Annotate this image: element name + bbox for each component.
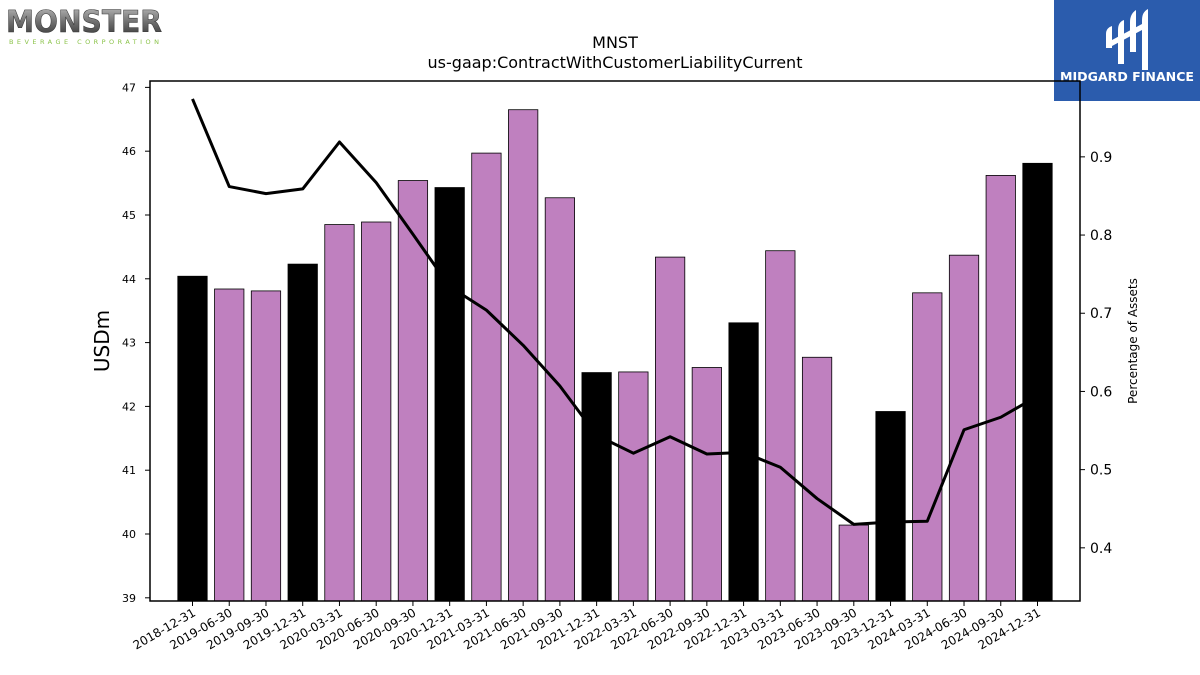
- bar: [948, 254, 980, 602]
- y-axis-label: USDm: [90, 310, 114, 372]
- bar: [1022, 162, 1053, 602]
- y-tick-label: 43: [122, 337, 136, 350]
- y-tick-label: 39: [122, 592, 136, 605]
- bar: [581, 372, 612, 602]
- bar: [765, 250, 796, 602]
- midgard-emblem-icon: [1106, 9, 1148, 70]
- bar: [912, 292, 943, 602]
- bar: [397, 180, 429, 602]
- monster-logo-wordmark: MONSTER: [6, 5, 162, 40]
- bar: [287, 263, 318, 602]
- y-tick-label: 45: [122, 209, 136, 222]
- y-tick-label: 44: [122, 273, 136, 286]
- bar: [471, 152, 502, 602]
- bar: [801, 356, 833, 602]
- bar: [728, 322, 759, 602]
- y-tick-label: 42: [122, 400, 136, 413]
- y2-tick-label: 0.8: [1090, 228, 1112, 244]
- bar: [875, 411, 906, 602]
- line-series: [191, 98, 1039, 526]
- y-tick-label: 46: [122, 145, 136, 158]
- y-tick-label: 40: [122, 528, 136, 541]
- bar: [655, 256, 686, 602]
- midgard-wordmark: MIDGARD FINANCE: [1060, 70, 1194, 84]
- y-tick-label: 47: [122, 81, 136, 94]
- y2-tick-label: 0.5: [1090, 463, 1112, 479]
- bar: [838, 524, 869, 602]
- bar: [250, 290, 282, 602]
- plot-frame: [149, 80, 1081, 602]
- y2-tick-label: 0.9: [1090, 150, 1112, 166]
- bar: [985, 175, 1016, 602]
- left-axis: 39 40 41 42 43 44 45 46 47: [122, 81, 150, 605]
- midgard-finance-logo: MIDGARD FINANCE: [1054, 0, 1200, 101]
- bar: [324, 224, 355, 602]
- bar: [691, 367, 722, 602]
- bar: [214, 288, 245, 602]
- y-tick-label: 41: [122, 464, 136, 477]
- y2-axis-label: Percentage of Assets: [1126, 278, 1140, 404]
- x-axis: 2018-12-312019-06-302019-09-302019-12-31…: [131, 601, 1043, 652]
- bar-series: [177, 109, 1053, 602]
- bar: [361, 221, 392, 602]
- y2-tick-label: 0.7: [1090, 306, 1112, 322]
- right-axis: 0.4 0.5 0.6 0.7 0.8 0.9: [1080, 150, 1112, 557]
- chart-subtitle: us-gaap:ContractWithCustomerLiabilityCur…: [428, 53, 803, 72]
- monster-beverage-logo: MONSTER BEVERAGE CORPORATION: [6, 5, 163, 46]
- bar: [177, 275, 208, 602]
- y2-tick-label: 0.6: [1090, 384, 1112, 400]
- midgard-logo-background: [1054, 0, 1200, 101]
- y2-tick-label: 0.4: [1090, 541, 1112, 557]
- chart-title: MNST: [592, 33, 638, 52]
- line-series-path: [191, 98, 1039, 526]
- midgard-logo-graphic: MIDGARD FINANCE: [1054, 0, 1200, 101]
- bar: [434, 187, 465, 602]
- bar: [618, 371, 649, 602]
